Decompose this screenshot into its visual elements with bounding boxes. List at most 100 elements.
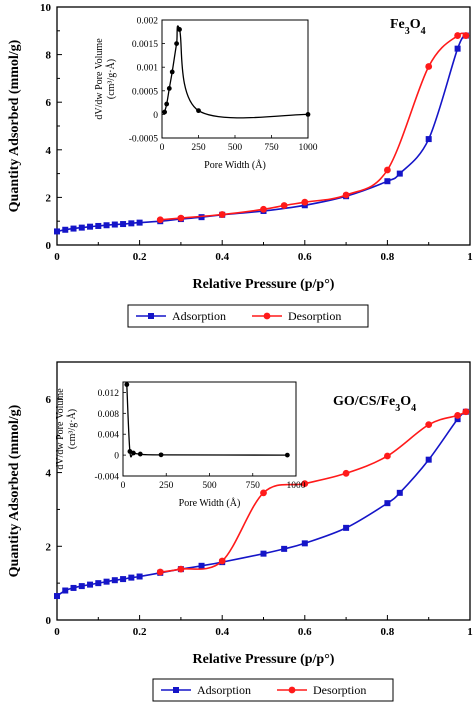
inset-x-tick-label: 500	[228, 143, 243, 153]
desorption-point	[384, 166, 391, 174]
inset-x-tick-label: 0	[121, 481, 126, 491]
inset-x-tick-label: 0	[160, 143, 165, 153]
inset-y-tick-label: 0.008	[98, 410, 120, 420]
desorption-point	[156, 568, 164, 576]
desorption-point	[454, 32, 462, 39]
desorption-point	[384, 452, 391, 460]
x-tick-label: 0	[54, 251, 60, 263]
adsorption-point	[95, 222, 102, 229]
inset-y-tick-label: 0	[114, 452, 119, 462]
adsorption-point	[136, 573, 143, 580]
x-axis-title: Relative Pressure (p/p°)	[193, 652, 335, 667]
x-tick-label: 0.2	[133, 251, 147, 263]
adsorption-point	[111, 577, 118, 584]
adsorption-point	[301, 540, 308, 547]
x-tick-label: 0.8	[381, 626, 395, 638]
inset-y-tick-label: 0.0005	[132, 87, 158, 97]
x-tick-label: 0.4	[215, 626, 229, 638]
inset-x-tick-label: 750	[246, 481, 261, 491]
inset-frame	[122, 381, 297, 477]
inset-x-tick-label: 250	[159, 481, 174, 491]
inset-x-title: Pore Width (Å)	[179, 497, 241, 509]
desorption-point	[301, 480, 309, 488]
go-cs-fe3o4-panel: 0 0.2 0.4 0.6 0.8 1 0 2 4 6 Relative Pressure (p/p…	[7, 361, 473, 702]
inset-point	[305, 112, 311, 117]
y-axis-title: Quantity Adsorbed (mmol/g)	[7, 404, 22, 577]
x-tick-label: 1	[467, 251, 473, 263]
desorption-point	[156, 216, 164, 224]
inset-point	[137, 451, 143, 457]
inset-point	[166, 86, 172, 91]
adsorption-point	[136, 219, 143, 226]
inset-y-tick-label: 0.001	[137, 64, 159, 74]
inset-y-tick-label: 0.002	[137, 17, 159, 27]
desorption-point	[260, 205, 267, 213]
inset-point	[177, 27, 182, 32]
desorption-point	[177, 565, 185, 573]
inset-x-title: Pore Width (Å)	[204, 159, 266, 171]
inset-x-tick-label: 250	[191, 143, 206, 153]
y-tick-label: 2	[46, 541, 52, 553]
inset-x-tick-label: 500	[202, 481, 217, 491]
inset-y-tick-label: 0	[153, 111, 158, 121]
inset-point	[130, 450, 136, 456]
desorption-point	[342, 191, 350, 199]
inset-point	[174, 41, 180, 46]
adsorption-point	[87, 581, 94, 588]
adsorption-point	[396, 489, 403, 496]
y-tick-label: 8	[46, 50, 52, 62]
adsorption-point	[120, 576, 127, 583]
desorption-point	[462, 32, 470, 39]
adsorption-point	[103, 578, 110, 585]
y-tick-label: 0	[46, 615, 52, 627]
desorption-point	[280, 202, 288, 209]
adsorption-point	[87, 223, 94, 230]
desorption-point	[301, 198, 309, 206]
adsorption-point	[78, 583, 85, 590]
legend-desorption-marker	[288, 686, 296, 694]
inset-point	[284, 452, 290, 458]
adsorption-point	[343, 524, 350, 531]
inset-x-tick-label: 1000	[287, 481, 306, 491]
adsorption-point	[128, 574, 135, 581]
sample-label: Fe3O4	[390, 17, 426, 37]
adsorption-point	[425, 456, 432, 463]
adsorption-point	[62, 587, 69, 594]
inset-y-tick-label: 0.0015	[132, 40, 158, 50]
adsorption-point	[384, 178, 391, 185]
adsorption-point	[396, 170, 403, 177]
legend-adsorption-label: Adsorption	[197, 683, 251, 697]
desorption-point	[260, 489, 267, 497]
desorption-point	[425, 421, 433, 429]
inset-y-tick-label: 0.004	[98, 431, 120, 441]
inset-y-title-line1: dV/dw Pore Volume	[55, 388, 66, 470]
y-tick-label: 0	[46, 240, 52, 252]
legend-box	[152, 678, 394, 702]
inset-y-title-line1: dV/dw Pore Volume	[94, 38, 105, 120]
adsorption-point	[103, 222, 110, 229]
desorption-point	[218, 557, 226, 565]
inset-point	[169, 69, 175, 75]
sample-label: GO/CS/Fe3O4	[333, 394, 416, 414]
y-tick-label: 6	[46, 97, 52, 109]
adsorption-point	[260, 550, 267, 557]
desorption-point	[342, 469, 350, 477]
inset-y-tick-label: -0.004	[94, 473, 119, 483]
legend-desorption-marker	[263, 312, 271, 320]
y-tick-label: 10	[40, 2, 52, 14]
adsorption-point	[70, 225, 77, 232]
inset-point	[158, 452, 164, 458]
y-axis-title: Quantity Adsorbed (mmol/g)	[7, 39, 22, 212]
desorption-point	[177, 214, 185, 222]
adsorption-point	[120, 221, 127, 228]
inset-point	[196, 108, 201, 114]
y-tick-label: 6	[46, 394, 52, 406]
adsorption-point	[54, 593, 60, 600]
y-tick-label: 4	[46, 468, 52, 480]
desorption-point	[218, 211, 226, 218]
desorption-point	[425, 63, 433, 70]
legend-adsorption-label: Adsorption	[172, 309, 226, 323]
inset-y-tick-label: -0.0005	[129, 135, 159, 145]
